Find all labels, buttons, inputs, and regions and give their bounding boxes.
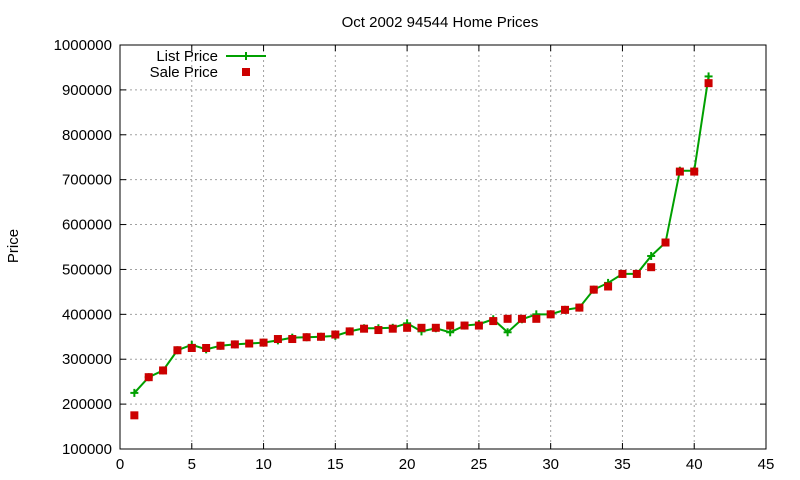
data-point — [446, 321, 455, 330]
data-point — [690, 167, 699, 176]
data-point — [474, 321, 483, 330]
y-tick-label: 700000 — [62, 172, 112, 189]
data-point — [259, 338, 268, 347]
data-point — [431, 323, 440, 332]
x-tick-label: 30 — [542, 456, 559, 473]
data-point — [632, 269, 641, 278]
x-tick-label: 25 — [471, 456, 488, 473]
y-tick-label: 1000000 — [54, 37, 112, 54]
data-point — [460, 321, 469, 330]
data-point — [575, 303, 584, 312]
series-sale-price — [130, 79, 713, 420]
data-point — [388, 324, 397, 333]
data-point — [647, 263, 656, 272]
data-point — [417, 323, 426, 332]
legend-label: List Price — [156, 48, 218, 65]
x-tick-label: 35 — [614, 456, 631, 473]
data-point — [489, 317, 498, 326]
data-point — [675, 167, 684, 176]
x-tick-label: 40 — [686, 456, 703, 473]
data-series — [130, 72, 713, 420]
data-point — [374, 326, 383, 335]
x-tick-label: 5 — [188, 456, 196, 473]
y-tick-label: 600000 — [62, 217, 112, 234]
data-point — [561, 305, 570, 314]
legend-square-swatch — [242, 68, 250, 76]
x-tick-label: 10 — [255, 456, 272, 473]
data-point — [144, 373, 153, 382]
y-tick-label: 100000 — [62, 441, 112, 458]
data-point — [202, 344, 211, 352]
data-point — [245, 339, 254, 348]
data-point — [446, 328, 455, 337]
data-point — [704, 72, 713, 81]
data-point — [302, 333, 311, 342]
data-point — [517, 314, 526, 323]
data-point — [647, 251, 656, 260]
data-point — [216, 341, 225, 350]
y-tick-label: 200000 — [62, 396, 112, 413]
data-point — [704, 79, 713, 88]
chart-title: Oct 2002 94544 Home Prices — [342, 14, 539, 31]
axis-ticks: 0 5 10 15 20 25 30 35 40 45 100000 200000 300000 4000… — [54, 37, 775, 473]
data-point — [187, 344, 196, 352]
data-point — [159, 366, 168, 375]
data-point — [288, 335, 297, 344]
data-point — [273, 335, 282, 344]
x-tick-label: 15 — [327, 456, 344, 473]
data-point — [331, 330, 340, 339]
y-tick-label: 900000 — [62, 82, 112, 99]
data-point — [661, 238, 670, 247]
plot-frame — [119, 44, 767, 450]
data-point — [618, 269, 627, 278]
x-tick-label: 20 — [399, 456, 416, 473]
y-tick-label: 300000 — [62, 351, 112, 368]
data-point — [604, 282, 613, 291]
grid-lines — [120, 45, 766, 449]
data-point — [316, 332, 325, 341]
y-tick-label: 800000 — [62, 127, 112, 144]
data-point — [589, 285, 598, 294]
y-tick-label: 400000 — [62, 306, 112, 323]
data-point — [345, 327, 354, 336]
data-point — [230, 340, 239, 349]
data-point — [130, 411, 139, 420]
data-point — [546, 310, 555, 319]
data-point — [532, 314, 541, 323]
data-point — [173, 346, 182, 355]
data-point — [503, 314, 512, 323]
data-point — [403, 323, 412, 332]
legend-cross-swatch — [242, 52, 250, 60]
x-tick-label: 45 — [758, 456, 775, 473]
y-axis-label: Price — [5, 229, 22, 263]
data-point — [360, 324, 369, 333]
legend-label: Sale Price — [150, 64, 218, 81]
data-point — [130, 388, 139, 397]
data-point — [503, 328, 512, 337]
y-tick-label: 500000 — [62, 261, 112, 278]
x-tick-label: 0 — [116, 456, 124, 473]
